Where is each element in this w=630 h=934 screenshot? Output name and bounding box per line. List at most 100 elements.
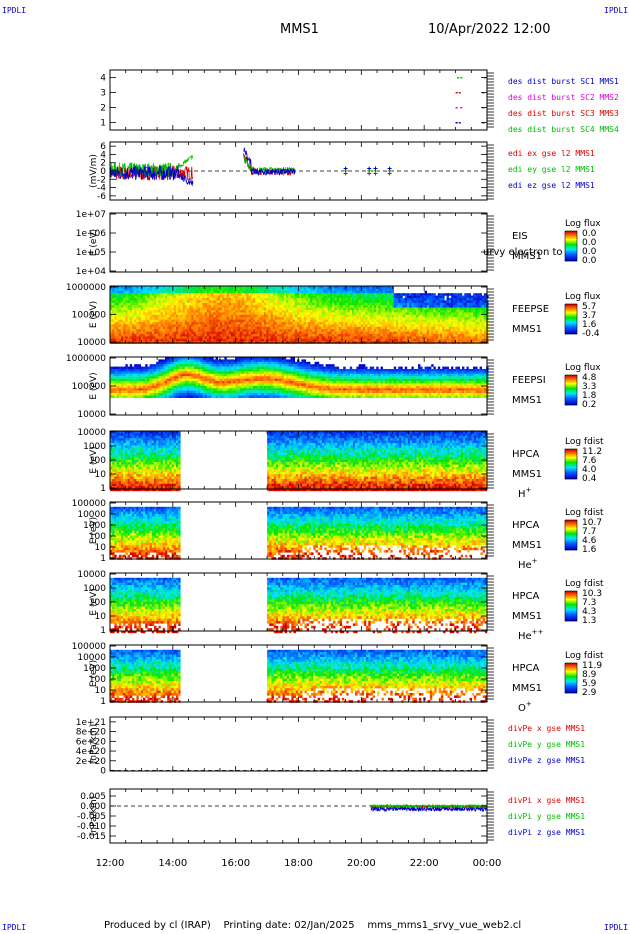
heatmap-cell	[110, 324, 113, 327]
heatmap-cell	[217, 302, 221, 306]
heatmap-cell	[140, 381, 144, 384]
heatmap-cell	[398, 329, 401, 332]
heatmap-cell	[244, 300, 247, 303]
heatmap-cell	[345, 329, 348, 332]
heatmap-cell	[272, 305, 276, 308]
heatmap-cell	[418, 326, 421, 330]
heatmap-cell	[464, 336, 467, 339]
heatmap-cell	[457, 331, 460, 335]
heatmap-cell	[129, 312, 133, 315]
heatmap-cell	[398, 334, 401, 337]
heatmap-cell	[316, 288, 320, 291]
heatmap-cell	[228, 326, 232, 330]
heatmap-cell	[270, 324, 273, 327]
heatmap-cell	[303, 305, 306, 308]
heatmap-cell	[134, 307, 137, 311]
heatmap-cell	[140, 385, 144, 389]
heatmap-cell	[167, 317, 170, 320]
heatmap-cell	[367, 331, 370, 335]
corner-label-top-left: IPDLI	[2, 6, 27, 15]
heatmap-cell	[129, 300, 133, 303]
heatmap-cell	[391, 295, 394, 299]
heatmap-cell	[132, 336, 135, 339]
heatmap-cell	[204, 331, 207, 335]
heatmap-cell	[451, 338, 454, 342]
heatmap-cell	[138, 366, 141, 370]
heatmap-cell	[206, 286, 210, 289]
heatmap-cell	[151, 381, 155, 384]
heatmap-cell	[167, 286, 170, 289]
heatmap-cell	[169, 378, 172, 382]
heatmap-cell	[360, 312, 364, 315]
heatmap-cell	[378, 326, 381, 330]
heatmap-cell	[237, 312, 240, 315]
heatmap-cell	[301, 314, 304, 318]
heatmap-cell	[376, 322, 379, 325]
heatmap-cell	[360, 295, 364, 299]
heatmap-cell	[413, 322, 416, 325]
heatmap-cell	[303, 338, 306, 342]
heatmap-cell	[116, 290, 119, 294]
heatmap-cell	[332, 290, 335, 294]
heatmap-cell	[363, 310, 366, 313]
heatmap-cell	[129, 395, 133, 398]
heatmap-cell	[204, 317, 207, 320]
heatmap-cell	[257, 310, 260, 313]
heatmap-cell	[235, 288, 238, 291]
heatmap-cell	[316, 307, 320, 311]
heatmap-cell	[312, 293, 315, 296]
heatmap-cell	[261, 329, 265, 332]
heatmap-cell	[217, 305, 221, 308]
heatmap-cell	[374, 298, 377, 301]
heatmap-cell	[413, 295, 416, 299]
heatmap-cell	[200, 329, 203, 332]
heatmap-cell	[129, 329, 133, 332]
corner-label-bottom-left: IPDLI	[2, 923, 27, 932]
heatmap-cell	[198, 336, 201, 339]
heatmap-cell	[114, 319, 117, 323]
heatmap-cell	[160, 295, 163, 299]
heatmap-cell	[209, 322, 212, 325]
heatmap-cell	[112, 331, 115, 335]
heatmap-cell	[376, 312, 379, 315]
heatmap-cell	[116, 295, 119, 299]
heatmap-cell	[246, 319, 249, 323]
heatmap-cell	[259, 302, 262, 306]
heatmap-cell	[288, 302, 291, 306]
heatmap-cell	[178, 319, 181, 323]
heatmap-cell	[154, 390, 157, 394]
heatmap-cell	[235, 295, 238, 299]
heatmap-cell	[173, 295, 177, 299]
heatmap-cell	[143, 322, 146, 325]
heatmap-cell	[393, 319, 397, 323]
heatmap-cell	[200, 338, 203, 342]
heatmap-cell	[325, 298, 328, 301]
colorbar-cell	[565, 239, 577, 241]
heatmap-cell	[129, 295, 133, 299]
heatmap-cell	[110, 381, 113, 384]
heatmap-cell	[275, 326, 278, 330]
heatmap-cell	[193, 290, 196, 294]
heatmap-cell	[138, 290, 141, 294]
heatmap-cell	[244, 286, 247, 289]
heatmap-cell	[336, 331, 339, 335]
heatmap-cell	[314, 324, 317, 327]
heatmap-cell	[184, 336, 188, 339]
heatmap-cell	[255, 300, 258, 303]
heatmap-cell	[481, 338, 485, 342]
heatmap-cell	[444, 307, 447, 311]
heatmap-cell	[312, 338, 315, 342]
heatmap-cell	[136, 334, 139, 337]
heatmap-cell	[160, 314, 163, 318]
heatmap-cell	[136, 298, 139, 301]
heatmap-cell	[114, 324, 117, 327]
heatmap-cell	[268, 331, 271, 335]
heatmap-cell	[147, 290, 150, 294]
heatmap-cell	[411, 331, 414, 335]
heatmap-cell	[431, 302, 434, 306]
heatmap-cell	[167, 312, 170, 315]
heatmap-cell	[393, 338, 397, 342]
heatmap-cell	[138, 334, 141, 337]
heatmap-cell	[184, 288, 188, 291]
